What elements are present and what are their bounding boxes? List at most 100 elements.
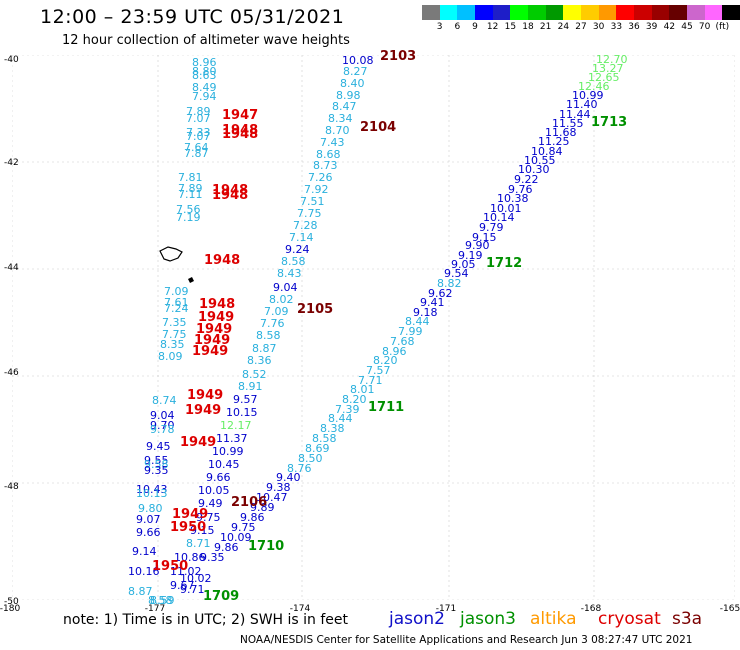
pass-time-label: 2105 [297, 302, 334, 317]
wave-height-value: 8.63 [192, 69, 217, 82]
island-outline [159, 246, 183, 262]
pass-time-label: 1948 [199, 297, 236, 312]
wave-height-value: 9.24 [285, 243, 310, 256]
wave-height-value: 9.45 [146, 440, 171, 453]
wave-height-value: 7.76 [260, 317, 285, 330]
wave-height-value: 10.30 [518, 163, 550, 176]
wave-height-value: 8.09 [158, 350, 183, 363]
wave-height-value: 9.35 [144, 464, 169, 477]
wave-height-value: 10.02 [180, 572, 212, 585]
pass-time-label: 1949 [185, 403, 222, 418]
wave-height-value: 10.43 [136, 483, 168, 496]
wave-height-value: 9.75 [196, 511, 221, 524]
pass-time-label: 1712 [486, 256, 523, 271]
color-swatch [439, 5, 458, 20]
wave-height-value: 9.66 [136, 526, 161, 539]
wave-height-value: 8.20 [373, 354, 398, 367]
wave-height-value: 8.47 [332, 100, 357, 113]
wave-height-value: 9.62 [428, 287, 453, 300]
pass-time-label: 2106 [231, 495, 268, 510]
latitude-label: -46 [4, 368, 19, 378]
pass-time-label: 1949 [194, 333, 231, 348]
wave-height-value: 7.14 [289, 231, 314, 244]
wave-height-value: 7.56 [176, 203, 201, 216]
wave-height-value: 8.80 [192, 65, 217, 78]
wave-height-value: 10.45 [208, 458, 240, 471]
wave-height-value: 8.50 [298, 452, 323, 465]
wave-height-value: 7.81 [178, 171, 203, 184]
latitude-label: -50 [4, 597, 19, 607]
color-scale-tick: 6 [454, 22, 461, 32]
latitude-label: -40 [4, 55, 19, 65]
wave-height-value: 8.58 [312, 432, 337, 445]
wave-height-value: 7.28 [293, 219, 318, 232]
wave-height-value: 8.38 [320, 422, 345, 435]
wave-height-value: 9.90 [465, 239, 490, 252]
wave-height-value: 8.27 [343, 65, 368, 78]
wave-height-value: 7.89 [178, 182, 203, 195]
pass-time-label: 1711 [368, 400, 405, 415]
wave-height-value: 8.52 [242, 368, 267, 381]
wave-height-value: 10.14 [483, 211, 515, 224]
wave-height-value: 10.08 [342, 54, 374, 67]
wave-height-value: 10.38 [497, 192, 529, 205]
wave-height-value: 10.13 [136, 487, 168, 500]
wave-height-value: 8.91 [238, 380, 263, 393]
islet-marker [188, 277, 194, 283]
wave-height-value: 8.68 [316, 148, 341, 161]
wave-height-value: 8.74 [152, 394, 177, 407]
page-subtitle: 12 hour collection of altimeter wave hei… [62, 33, 350, 48]
pass-time-label: 1947 [222, 108, 259, 123]
color-swatch [510, 5, 529, 20]
pass-time-label: 1949 [198, 310, 235, 325]
wave-height-value: 11.40 [566, 98, 598, 111]
pass-time-label: 1948 [222, 123, 259, 138]
wave-height-value: 8.87 [128, 585, 153, 598]
wave-height-value: 7.09 [164, 285, 189, 298]
wave-height-value: 10.16 [128, 565, 160, 578]
wave-height-value: 9.15 [190, 524, 215, 537]
legend-cryosat: cryosat [598, 609, 661, 629]
wave-height-value: 12.70 [596, 53, 628, 66]
wave-height-value: 7.07 [186, 112, 211, 125]
color-swatch [669, 5, 688, 20]
color-swatch [475, 5, 494, 20]
wave-height-value: 7.39 [335, 403, 360, 416]
wave-height-value: 9.04 [273, 281, 298, 294]
page-title: 12:00 – 23:59 UTC 05/31/2021 [40, 6, 345, 28]
wave-height-value: 7.09 [264, 305, 289, 318]
longitude-label: -177 [144, 604, 166, 614]
wave-height-value: 8.76 [287, 462, 312, 475]
wave-height-value: 7.68 [390, 335, 415, 348]
wave-height-value: 7.99 [398, 325, 423, 338]
wave-height-value: 9.86 [240, 511, 265, 524]
wave-height-value: 7.87 [184, 147, 209, 160]
legend-altika: altika [530, 609, 577, 629]
color-scale-tick: 21 [539, 22, 552, 32]
wave-height-value: 7.92 [304, 183, 329, 196]
pass-time-label: 1949 [192, 344, 229, 359]
pass-time-label: 1949 [196, 322, 233, 337]
wave-height-value: 8.34 [328, 112, 353, 125]
wave-height-value: 9.15 [472, 231, 497, 244]
pass-time-label: 1950 [152, 559, 189, 574]
longitude-label: -168 [580, 604, 602, 614]
wave-height-value: 9.89 [250, 501, 275, 514]
wave-height-value: 9.70 [150, 419, 175, 432]
wave-height-value: 8.87 [252, 342, 277, 355]
color-swatch [651, 5, 670, 20]
longitude-label: -165 [719, 604, 740, 614]
wave-height-value: 8.43 [277, 267, 302, 280]
wave-height-value: 7.61 [164, 296, 189, 309]
color-scale-tick: 24 [557, 22, 570, 32]
wave-height-value: 8.44 [328, 412, 353, 425]
wave-height-value: 10.84 [531, 145, 563, 158]
color-scale-tick: 12 [486, 22, 499, 32]
wave-height-value: 7.33 [186, 126, 211, 139]
wave-height-value: 7.89 [186, 105, 211, 118]
pass-time-label: 1713 [591, 115, 628, 130]
wave-height-value: 12.65 [588, 71, 620, 84]
map-grid [12, 55, 735, 600]
color-scale-tick: 3 [436, 22, 443, 32]
color-swatch [528, 5, 547, 20]
